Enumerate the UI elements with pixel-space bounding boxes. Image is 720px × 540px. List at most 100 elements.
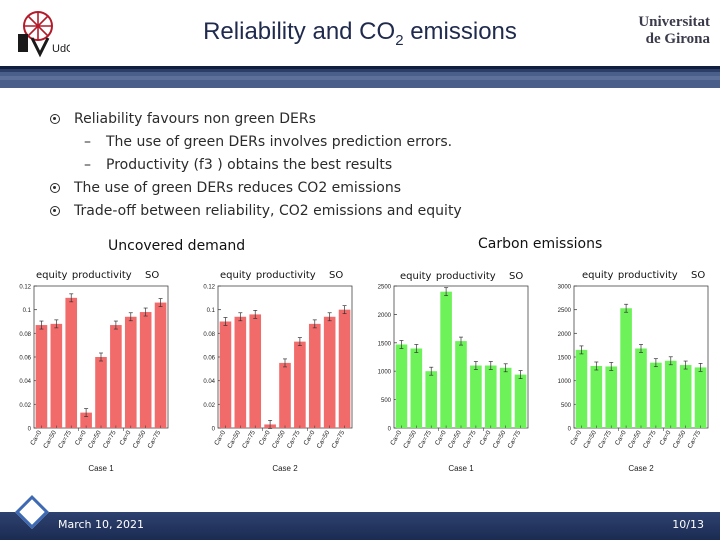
- x-tick-label: Ca=0: [29, 429, 43, 446]
- bar: [308, 323, 321, 428]
- x-axis-label: Case 2: [628, 464, 654, 473]
- x-tick-label: Ca=0: [119, 429, 133, 446]
- university-logo: Universitat de Girona: [638, 14, 710, 48]
- y-tick-label: 0.02: [203, 403, 215, 409]
- bar: [95, 357, 107, 428]
- page-title: Reliability and CO2 emissions: [0, 18, 720, 49]
- y-tick-label: 0: [388, 427, 392, 433]
- bar: [605, 366, 618, 428]
- x-tick-label: Ca=0: [258, 429, 272, 446]
- y-tick-label: 0.12: [19, 285, 31, 291]
- y-tick-label: 1000: [378, 370, 392, 376]
- bar: [410, 348, 423, 428]
- x-tick-label: Ca=0: [389, 429, 403, 446]
- bullet-list: Reliability favours non green DERs – The …: [50, 108, 690, 223]
- panel-labels-1: equity productivity SO: [36, 270, 160, 281]
- bullet-icon: [50, 206, 60, 216]
- bar: [635, 348, 647, 428]
- x-tick-label: Ca=75: [286, 429, 302, 450]
- university-line-2: de Girona: [645, 31, 710, 47]
- slide-footer: [0, 512, 720, 540]
- x-tick-label: Ca=0: [74, 429, 88, 446]
- bar: [484, 365, 497, 428]
- sub-bullet-item: – The use of green DERs involves predicti…: [50, 131, 690, 154]
- x-axis-label: Case 1: [448, 464, 474, 473]
- y-tick-label: 2000: [378, 313, 392, 319]
- sub-bullet-item: – Productivity (f3 ) obtains the best res…: [50, 154, 690, 177]
- page-number: 10/13: [672, 518, 704, 531]
- bar: [620, 308, 632, 428]
- x-tick-label: Ca=75: [687, 429, 703, 450]
- x-tick-label: Ca=50: [492, 429, 508, 450]
- x-tick-label: Ca=50: [447, 429, 463, 450]
- x-tick-label: Ca=75: [642, 429, 658, 450]
- x-tick-label: Ca=50: [582, 429, 598, 450]
- dash-icon: –: [84, 134, 91, 150]
- bar: [575, 349, 588, 428]
- x-tick-label: Ca=50: [42, 429, 58, 450]
- x-tick-label: Ca=50: [402, 429, 418, 450]
- bar: [499, 367, 512, 428]
- x-tick-label: Ca=0: [303, 429, 317, 446]
- x-tick-label: Ca=75: [241, 429, 257, 450]
- y-tick-label: 500: [561, 403, 572, 409]
- y-tick-label: 1000: [558, 379, 572, 385]
- bar: [323, 316, 336, 428]
- dash-icon: –: [84, 157, 91, 173]
- x-tick-label: Ca=0: [213, 429, 227, 446]
- y-tick-label: 2500: [378, 285, 392, 291]
- y-tick-label: 0.08: [203, 332, 215, 338]
- panel-labels-3: equity productivity SO: [400, 271, 524, 282]
- x-tick-label: Ca=50: [627, 429, 643, 450]
- udg-logo: UdG: [14, 8, 75, 58]
- bar: [294, 341, 306, 428]
- y-tick-label: 0: [28, 427, 32, 433]
- title-subscript: 2: [395, 31, 404, 49]
- bar: [590, 365, 603, 428]
- x-tick-label: Ca=0: [614, 429, 628, 446]
- bar: [249, 314, 262, 428]
- y-tick-label: 3000: [558, 285, 572, 291]
- header-band: [0, 66, 720, 88]
- x-tick-label: Ca=75: [57, 429, 73, 450]
- x-tick-label: Ca=75: [147, 429, 163, 450]
- x-tick-label: Ca=50: [87, 429, 103, 450]
- x-tick-label: Ca=50: [316, 429, 332, 450]
- y-tick-label: 2500: [558, 308, 572, 314]
- bar: [154, 302, 167, 428]
- bar: [279, 362, 291, 428]
- title-tail: emissions: [403, 18, 517, 45]
- x-axis-label: Case 1: [88, 464, 114, 473]
- y-tick-label: 0.06: [19, 356, 31, 362]
- y-tick-label: 0: [568, 427, 572, 433]
- logo-left-text: UdG: [52, 43, 70, 55]
- panel-labels-4: equity productivity SO: [582, 270, 706, 281]
- bar: [338, 309, 351, 428]
- y-tick-label: 0.1: [23, 308, 32, 314]
- x-tick-label: Ca=75: [102, 429, 118, 450]
- bullet-item: Reliability favours non green DERs: [50, 108, 690, 131]
- y-tick-label: 2000: [558, 332, 572, 338]
- bar: [679, 365, 692, 428]
- bar: [664, 360, 677, 428]
- bar: [50, 323, 63, 428]
- bar: [425, 371, 438, 428]
- footer-date: March 10, 2021: [58, 518, 145, 531]
- y-tick-label: 0: [212, 427, 216, 433]
- x-tick-label: Ca=0: [569, 429, 583, 446]
- y-tick-label: 0.06: [203, 356, 215, 362]
- bullet-icon: [50, 114, 60, 124]
- x-tick-label: Ca=50: [226, 429, 242, 450]
- university-line-1: Universitat: [638, 14, 710, 30]
- x-tick-label: Ca=0: [659, 429, 673, 446]
- slide-header: [0, 0, 720, 66]
- bar: [650, 362, 662, 428]
- x-axis-label: Case 2: [272, 464, 298, 473]
- bar: [470, 365, 482, 428]
- bar: [395, 344, 408, 428]
- x-tick-label: Ca=75: [417, 429, 433, 450]
